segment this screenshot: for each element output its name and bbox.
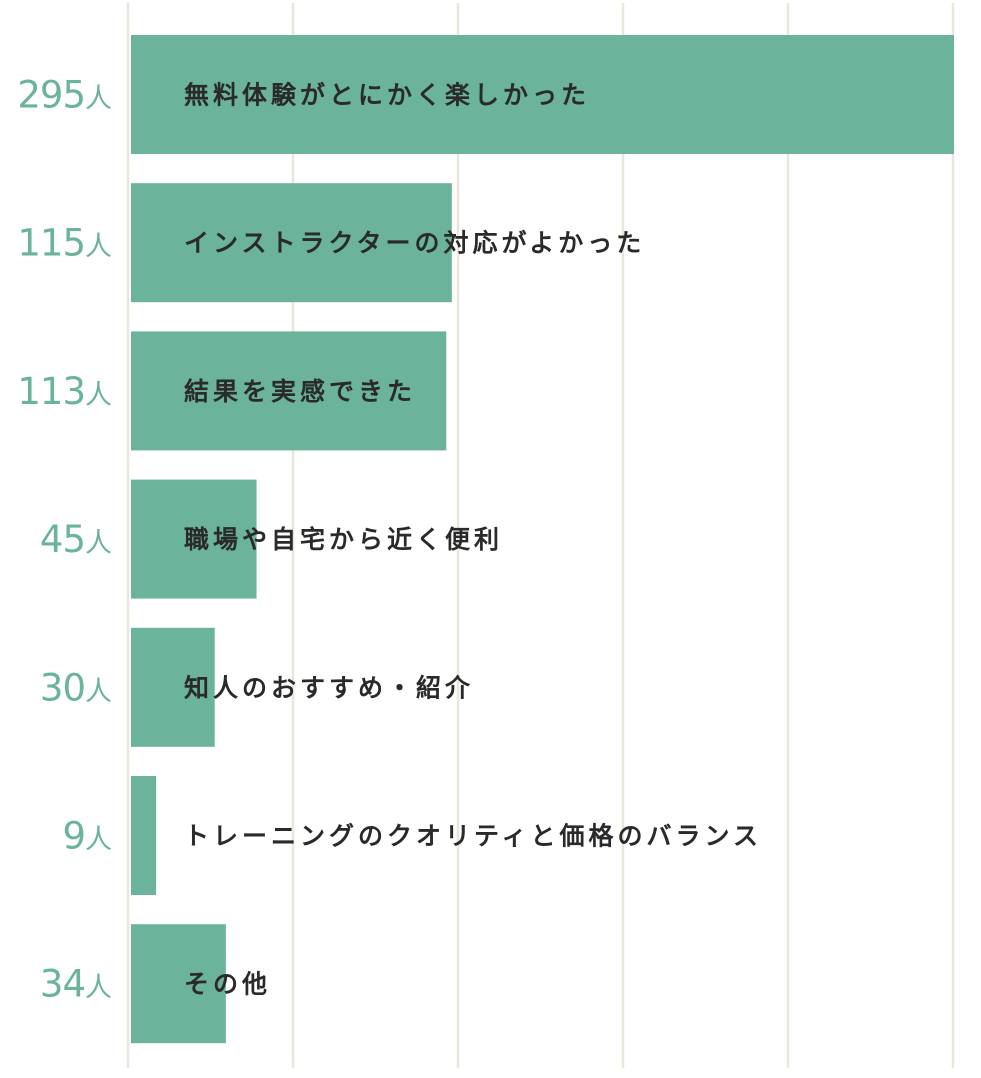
gridlines (126, 3, 955, 1068)
bar-4 (131, 627, 215, 747)
bar-6 (131, 924, 226, 1044)
category-label-6: その他 (184, 970, 271, 999)
category-label-4: 知人のおすすめ・紹介 (184, 673, 474, 702)
value-label-6: 34人 (40, 963, 112, 1006)
category-label-0: 無料体験がとにかく楽しかった (184, 81, 590, 110)
bar-5 (131, 776, 157, 895)
value-label-3: 45人 (40, 518, 112, 561)
category-label-1: インストラクターの対応がよかった (184, 229, 645, 258)
value-unit-0: 人 (85, 84, 112, 115)
bar-1 (131, 183, 452, 303)
category-label-5: トレーニングのクオリティと価格のバランス (184, 822, 762, 851)
value-number-5: 9 (62, 815, 85, 858)
value-unit-6: 人 (85, 973, 112, 1004)
value-label-0: 295人 (17, 74, 112, 117)
value-label-1: 115人 (17, 222, 112, 265)
value-unit-1: 人 (85, 232, 112, 263)
bar-0 (131, 35, 954, 154)
value-unit-3: 人 (85, 528, 112, 559)
value-number-4: 30 (40, 666, 85, 709)
value-unit-2: 人 (85, 380, 112, 411)
value-unit-5: 人 (85, 825, 112, 856)
value-label-2: 113人 (17, 370, 112, 413)
bar-3 (131, 479, 257, 599)
value-number-2: 113 (17, 370, 85, 413)
category-label-3: 職場や自宅から近く便利 (184, 525, 503, 554)
value-number-3: 45 (40, 518, 85, 561)
bars (131, 35, 954, 1044)
value-number-1: 115 (17, 222, 85, 265)
bar-2 (131, 331, 447, 451)
category-label-2: 結果を実感できた (184, 377, 416, 406)
value-unit-4: 人 (85, 676, 112, 707)
value-number-6: 34 (40, 963, 85, 1006)
value-label-5: 9人 (62, 815, 112, 858)
value-number-0: 295 (17, 74, 85, 117)
value-label-4: 30人 (40, 666, 112, 709)
